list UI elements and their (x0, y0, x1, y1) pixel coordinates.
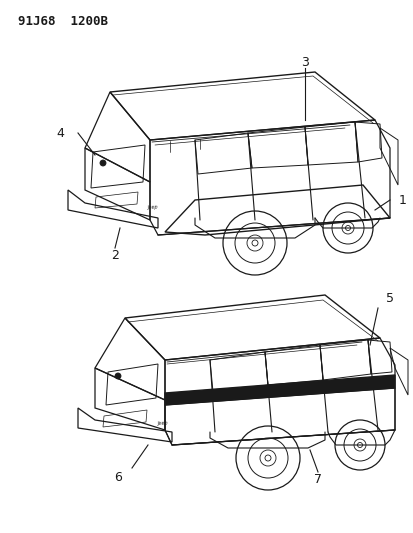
Circle shape (100, 160, 106, 166)
Circle shape (115, 373, 121, 379)
Text: 7: 7 (313, 473, 321, 487)
Text: 3: 3 (300, 55, 308, 69)
Text: 1: 1 (398, 193, 406, 206)
Text: 4: 4 (56, 126, 64, 140)
Text: 6: 6 (114, 472, 122, 484)
Text: 91J68  1200B: 91J68 1200B (18, 15, 108, 28)
Text: Jeep: Jeep (158, 421, 169, 426)
Text: 2: 2 (111, 248, 119, 262)
Polygon shape (165, 375, 394, 405)
Text: 5: 5 (385, 292, 393, 304)
Text: Jeep: Jeep (147, 204, 159, 209)
